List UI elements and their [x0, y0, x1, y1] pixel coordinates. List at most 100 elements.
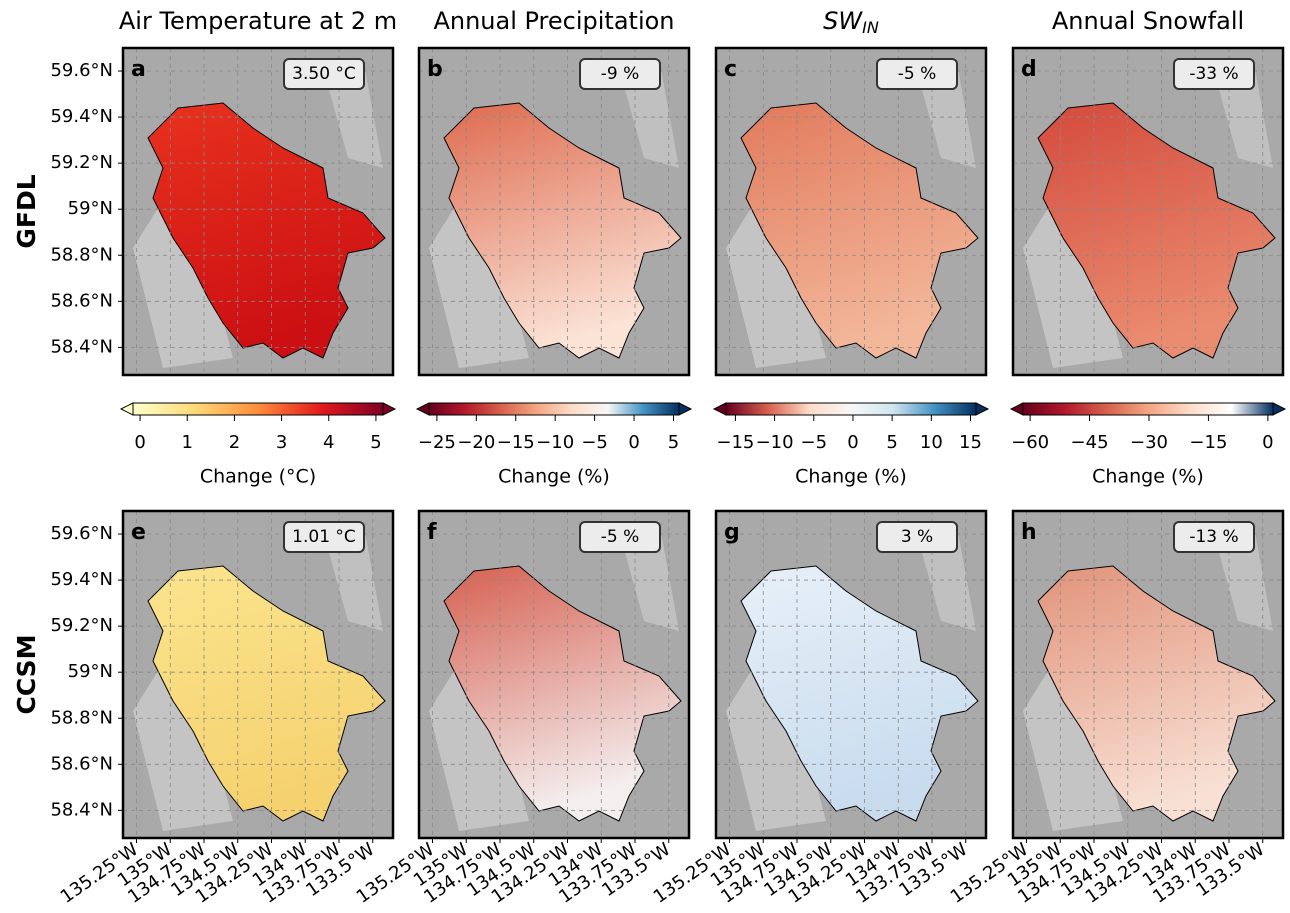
panel-letter: g	[724, 520, 740, 545]
panel-frame	[121, 46, 395, 377]
y-tick-label: 59.6°N	[50, 60, 113, 81]
colorbar-tick-label: −30	[1130, 432, 1168, 453]
colorbar-tick-label: 0	[847, 432, 858, 453]
colorbar-tick-label: 5	[370, 432, 381, 453]
colorbar	[725, 402, 977, 416]
panel-letter: e	[131, 520, 146, 545]
glacier-field	[147, 102, 386, 359]
terrain-valley	[133, 168, 233, 368]
colorbar-label: Change (%)	[498, 466, 610, 488]
colorbar-tick-label: −10	[536, 432, 574, 453]
glacier-field	[1037, 102, 1276, 359]
colorbar-tick-label: 0	[1262, 432, 1273, 453]
y-tick-label: 59.6°N	[50, 523, 113, 544]
terrain-valley	[429, 168, 529, 368]
glacier-field	[147, 565, 386, 822]
colorbar-tick-label: −15	[1189, 432, 1227, 453]
colorbar-tick-label: 5	[668, 432, 679, 453]
panel-frame	[714, 46, 988, 377]
colorbar-tick-label: −25	[418, 432, 456, 453]
terrain-valley	[726, 631, 826, 831]
row-label: CCSM	[12, 634, 41, 714]
column-title: Annual Precipitation	[433, 7, 674, 35]
colorbar-label: Change (%)	[795, 466, 907, 488]
y-tick-label: 58.4°N	[50, 799, 113, 820]
y-tick-label: 58.8°N	[50, 244, 113, 265]
y-tick-label: 59°N	[68, 661, 113, 682]
panel-letter: c	[724, 57, 737, 82]
panel-letter: d	[1021, 57, 1037, 82]
annotation: -13 %	[1189, 527, 1238, 547]
colorbar-extend	[1272, 402, 1287, 416]
terrain-valley	[1023, 631, 1123, 831]
colorbar-tick-label: −5	[581, 432, 608, 453]
colorbar-tick-label: 5	[886, 432, 897, 453]
colorbar-tick-label: 15	[959, 432, 982, 453]
column-title-subscript: IN	[862, 18, 879, 37]
map-panel: c -5 %	[714, 46, 988, 377]
colorbar-tick-label: −5	[801, 432, 828, 453]
y-tick-label: 59.2°N	[50, 152, 113, 173]
column-title-text: Annual Snowfall	[1052, 7, 1244, 35]
y-tick-label: 59°N	[68, 198, 113, 219]
annotation-box	[1173, 58, 1255, 90]
colorbar-extend	[712, 402, 727, 416]
map-panel: f -5 %	[417, 509, 691, 840]
y-tick-label: 58.6°N	[50, 290, 113, 311]
annotation-box	[579, 58, 661, 90]
colorbar-extend	[382, 402, 397, 416]
terrain-valley	[1023, 168, 1123, 368]
annotation-box	[283, 521, 365, 553]
y-tick-label: 58.6°N	[50, 753, 113, 774]
terrain-valley	[429, 631, 529, 831]
colorbar-tick-label: 3	[276, 432, 287, 453]
panel-frame	[121, 509, 395, 840]
panel-letter: a	[131, 57, 146, 82]
panel-letter: b	[427, 57, 443, 82]
map-panel: b -9 %	[417, 46, 691, 377]
colorbar-tick-label: −10	[756, 432, 794, 453]
colorbar-tick-label: −15	[497, 432, 535, 453]
colorbar	[132, 402, 384, 416]
map-panel: h -13 %	[1011, 509, 1285, 840]
colorbar-tick-label: 2	[229, 432, 240, 453]
panel-frame	[714, 509, 988, 840]
terrain-valley	[726, 168, 826, 368]
colorbar-tick-label: 0	[628, 432, 639, 453]
column-title-text: Air Temperature at 2 m	[119, 7, 397, 35]
map-panel: a 3.50 °C	[121, 46, 395, 377]
terrain-valley	[133, 631, 233, 831]
glacier-field	[1037, 565, 1276, 822]
glacier-field	[443, 565, 682, 822]
annotation: 3 %	[901, 527, 933, 547]
colorbar	[1022, 402, 1274, 416]
map-panel: g 3 %	[714, 509, 988, 840]
colorbar-extend	[975, 402, 990, 416]
map-panel: e 1.01 °C	[121, 509, 395, 840]
annotation: -33 %	[1189, 64, 1238, 84]
annotation: -9 %	[601, 64, 640, 84]
colorbar-extend	[1009, 402, 1024, 416]
panel-frame	[417, 509, 691, 840]
colorbar-tick-label: 0	[134, 432, 145, 453]
colorbar-extend	[678, 402, 693, 416]
glacier-field	[443, 102, 682, 359]
colorbar-extend	[415, 402, 430, 416]
column-title-text: SW	[823, 7, 863, 35]
colorbar-tick-label: 10	[920, 432, 943, 453]
y-tick-label: 59.4°N	[50, 106, 113, 127]
annotation-box	[1173, 521, 1255, 553]
y-tick-label: 59.4°N	[50, 569, 113, 590]
colorbar-tick-label: 1	[182, 432, 193, 453]
annotation: 1.01 °C	[292, 527, 356, 547]
y-tick-label: 58.8°N	[50, 707, 113, 728]
column-title-text: Annual Precipitation	[433, 7, 674, 35]
colorbar-tick-label: −15	[716, 432, 754, 453]
panel-frame	[417, 46, 691, 377]
y-tick-label: 58.4°N	[50, 336, 113, 357]
annotation: 3.50 °C	[292, 64, 356, 84]
colorbar-label: Change (%)	[1092, 466, 1204, 488]
glacier-field	[740, 102, 979, 359]
panel-frame	[1011, 509, 1285, 840]
